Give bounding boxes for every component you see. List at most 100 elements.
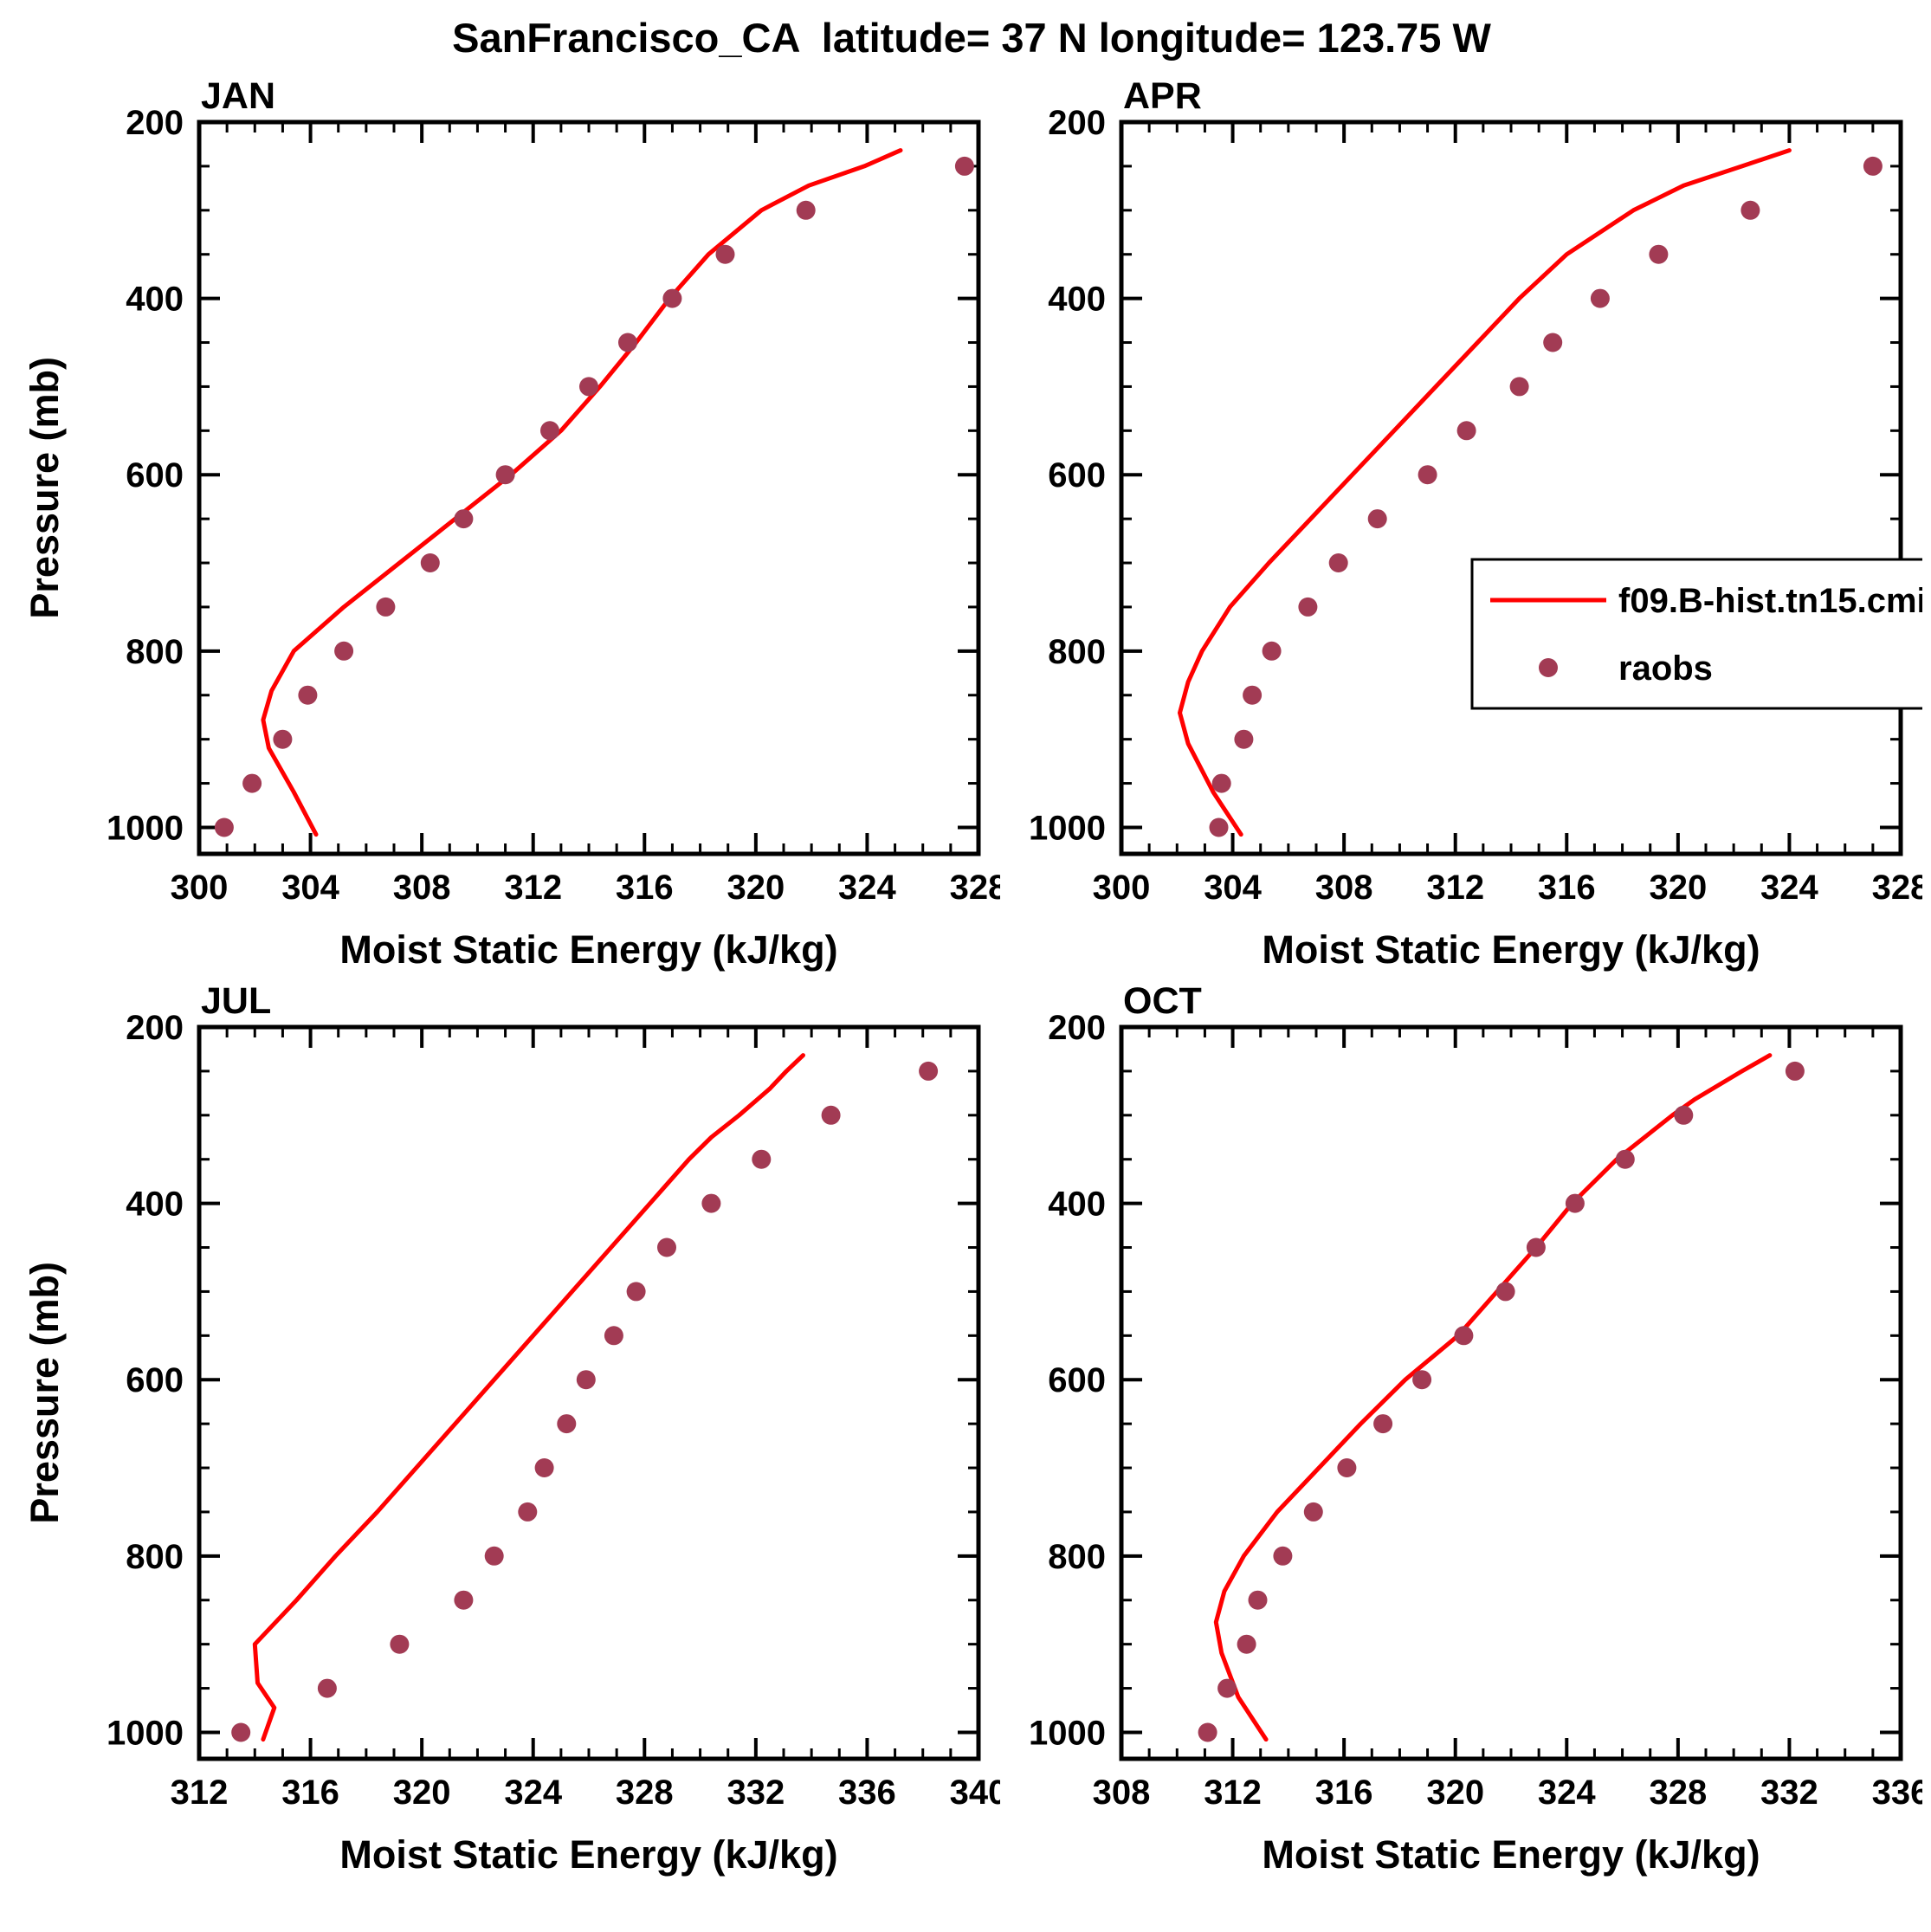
- raobs-dot: [604, 1326, 623, 1346]
- x-tick-label: 324: [1538, 1774, 1596, 1812]
- raobs-dot: [1303, 1502, 1323, 1522]
- raobs-dot: [715, 244, 735, 264]
- x-tick-label: 320: [393, 1774, 451, 1812]
- raobs-dot: [1234, 729, 1254, 749]
- raobs-dot: [701, 1193, 721, 1213]
- figure-page: SanFrancisco_CA latitude= 37 N longitude…: [12, 15, 1931, 1880]
- raobs-dot: [518, 1502, 538, 1522]
- raobs-dot: [1590, 288, 1610, 308]
- model-line: [252, 1053, 805, 1742]
- x-tick-label: 304: [281, 869, 339, 907]
- x-tick-label: 316: [1315, 1774, 1373, 1812]
- y-tick-label: 1000: [1029, 1714, 1106, 1752]
- raobs-dot: [1337, 1458, 1357, 1477]
- raobs-dot: [919, 1061, 939, 1081]
- x-tick-label: 320: [1426, 1774, 1484, 1812]
- raobs-dot: [1243, 685, 1263, 705]
- y-tick-label: 200: [1048, 104, 1106, 142]
- y-axis-strip-bottom: Pressure (mb): [12, 975, 78, 1880]
- raobs-dot: [618, 333, 637, 352]
- plot-frame: [1119, 1024, 1903, 1761]
- panel-month-label: OCT: [1123, 980, 1202, 1022]
- raobs-dot: [298, 685, 318, 705]
- y-tick-label: 600: [1048, 1361, 1106, 1399]
- y-tick-label: 400: [126, 1186, 184, 1224]
- panel-apr: 300 304 308 312 316 320 324 328 200 400 600 800 1000…: [1000, 70, 1922, 975]
- legend-box: [1470, 558, 1922, 710]
- x-tick-label: 312: [1426, 869, 1484, 907]
- raobs-dot: [454, 1590, 474, 1610]
- x-tick-label: 312: [1204, 1774, 1262, 1812]
- x-tick-label: 312: [171, 1774, 229, 1812]
- y-tick-label: 600: [1048, 456, 1106, 494]
- y-tick-label: 200: [126, 104, 184, 142]
- y-axis-strip-top: Pressure (mb): [12, 70, 78, 975]
- raobs-dot: [557, 1414, 577, 1434]
- raobs-dot: [579, 377, 598, 397]
- x-tick-label: 324: [1760, 869, 1818, 907]
- raobs-dot: [1298, 597, 1318, 617]
- chart-row-bottom: Pressure (mb) 312 316 320 324 328 332 336 340 20…: [12, 975, 1931, 1880]
- x-tick-label: 316: [1538, 869, 1596, 907]
- raobs-dot: [1674, 1105, 1694, 1125]
- y-tick-label: 400: [1048, 281, 1106, 319]
- x-axis-title: Moist Static Energy (kJ/kg): [1262, 927, 1760, 972]
- panel-jul: 312 316 320 324 328 332 336 340 200 400 600 800 1000…: [78, 975, 1000, 1880]
- raobs-dot: [1412, 1370, 1432, 1390]
- y-tick-label: 800: [126, 633, 184, 671]
- x-tick-label: 328: [1649, 1774, 1707, 1812]
- raobs-dot: [334, 641, 354, 661]
- x-tick-label: 328: [950, 869, 1000, 907]
- x-tick-label: 328: [616, 1774, 674, 1812]
- raobs-dot: [626, 1282, 646, 1302]
- raobs-dot: [376, 597, 396, 617]
- raobs-dot: [1367, 509, 1387, 529]
- legend-dot-sample: [1539, 658, 1558, 677]
- chart-jan: 300 304 308 312 316 320 324 328 200 400 600 800 1000…: [107, 75, 1000, 972]
- y-tick-label: 1000: [107, 809, 184, 847]
- model-line: [1213, 1053, 1773, 1742]
- y-axis-title-top: Pressure (mb): [23, 357, 67, 619]
- raobs-dot: [540, 421, 559, 441]
- raobs-dot: [1248, 1590, 1268, 1610]
- raobs-dot: [495, 465, 515, 485]
- raobs-dot: [1509, 377, 1529, 397]
- y-tick-label: 400: [126, 281, 184, 319]
- x-axis-title: Moist Static Energy (kJ/kg): [339, 1832, 837, 1877]
- raobs-dot: [1526, 1237, 1546, 1257]
- y-tick-label: 800: [1048, 1538, 1106, 1576]
- raobs-dot: [1615, 1149, 1635, 1169]
- x-tick-label: 332: [1760, 1774, 1818, 1812]
- raobs-dot: [954, 156, 974, 176]
- raobs-dot: [657, 1237, 676, 1257]
- raobs-dot: [1565, 1193, 1585, 1213]
- x-tick-label: 300: [171, 869, 229, 907]
- figure-title: SanFrancisco_CA latitude= 37 N longitude…: [452, 15, 1491, 61]
- x-tick-label: 300: [1093, 869, 1151, 907]
- raobs-dot: [1543, 333, 1563, 352]
- y-tick-label: 1000: [1029, 809, 1106, 847]
- chart-jul: 312 316 320 324 328 332 336 340 200 400 600 800 1000…: [107, 980, 1000, 1877]
- panel-jan: 300 304 308 312 316 320 324 328 200 400 600 800 1000…: [78, 70, 1000, 975]
- legend-dot-label: raobs: [1618, 649, 1713, 688]
- raobs-dot: [317, 1678, 337, 1698]
- raobs-dot: [1211, 773, 1231, 793]
- raobs-dot: [390, 1634, 410, 1654]
- x-tick-label: 308: [1315, 869, 1373, 907]
- chart-row-top: Pressure (mb) 300 304 308 312 316 320 324 328 20…: [12, 70, 1931, 975]
- panel-month-label: APR: [1123, 75, 1202, 117]
- raobs-dot: [1273, 1546, 1293, 1566]
- panel-oct: 308 312 316 320 324 328 332 336 200 400 600 800 1000…: [1000, 975, 1922, 1880]
- raobs-dot: [534, 1458, 554, 1477]
- plot-frame: [197, 1024, 981, 1761]
- chart-apr: 300 304 308 312 316 320 324 328 200 400 600 800 1000…: [1029, 75, 1922, 972]
- x-tick-label: 308: [1093, 1774, 1151, 1812]
- raobs-dot: [1198, 1722, 1217, 1742]
- y-tick-label: 200: [126, 1009, 184, 1047]
- plot-frame: [197, 120, 981, 856]
- panel-month-label: JUL: [201, 980, 271, 1022]
- y-tick-label: 1000: [107, 1714, 184, 1752]
- x-tick-label: 336: [1872, 1774, 1922, 1812]
- raobs-dot: [1785, 1061, 1805, 1081]
- y-tick-label: 800: [1048, 633, 1106, 671]
